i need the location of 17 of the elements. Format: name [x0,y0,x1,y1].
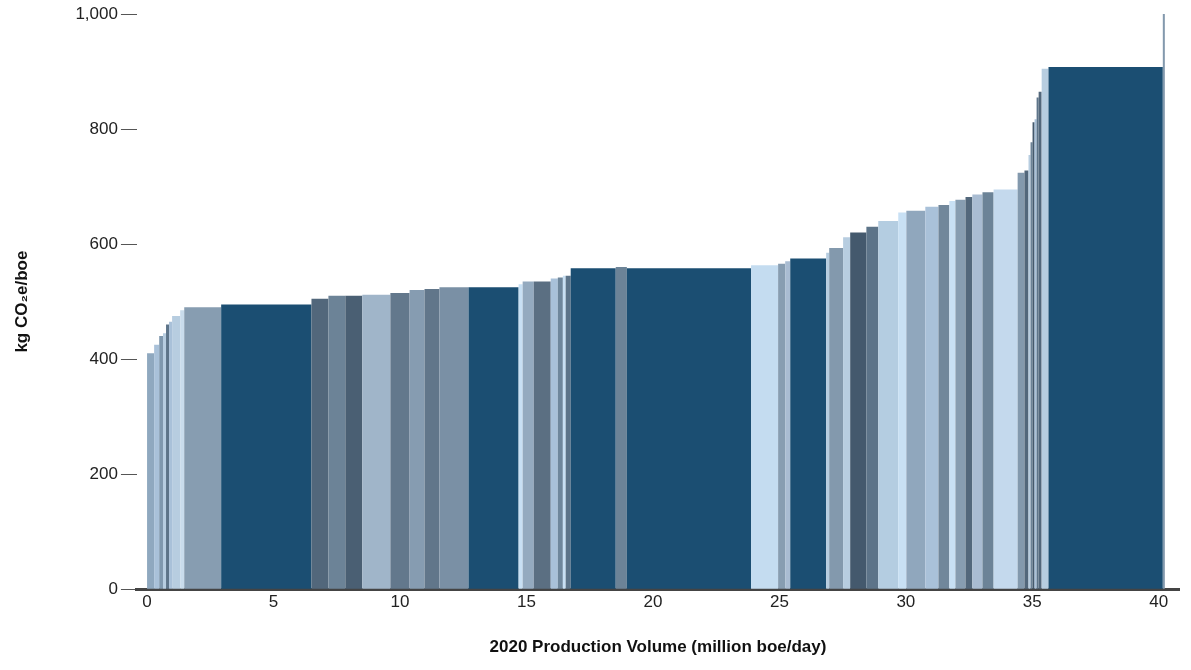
x-tick-label: 20 [643,592,663,612]
y-tick-label: 600 [89,233,118,253]
y-tick-label: 400 [89,348,118,368]
x-tick-label: 25 [769,592,789,612]
y-tick-label: 1,000 [75,3,118,23]
x-axis-title: 2020 Production Volume (million boe/day) [489,637,827,657]
y-tick-label: 0 [108,578,118,598]
x-tick-label: 5 [268,592,279,612]
x-tick-label: 30 [896,592,916,612]
y-tick-label: 800 [89,118,118,138]
x-tick-label: 10 [390,592,410,612]
x-tick-label: 40 [1149,592,1169,612]
x-tick-label: 15 [516,592,536,612]
y-axis-title: kg CO₂e/boe [11,250,31,353]
x-tick-label: 0 [142,592,152,612]
x-tick-label: 35 [1022,592,1042,612]
y-tick-label: 200 [89,463,118,483]
